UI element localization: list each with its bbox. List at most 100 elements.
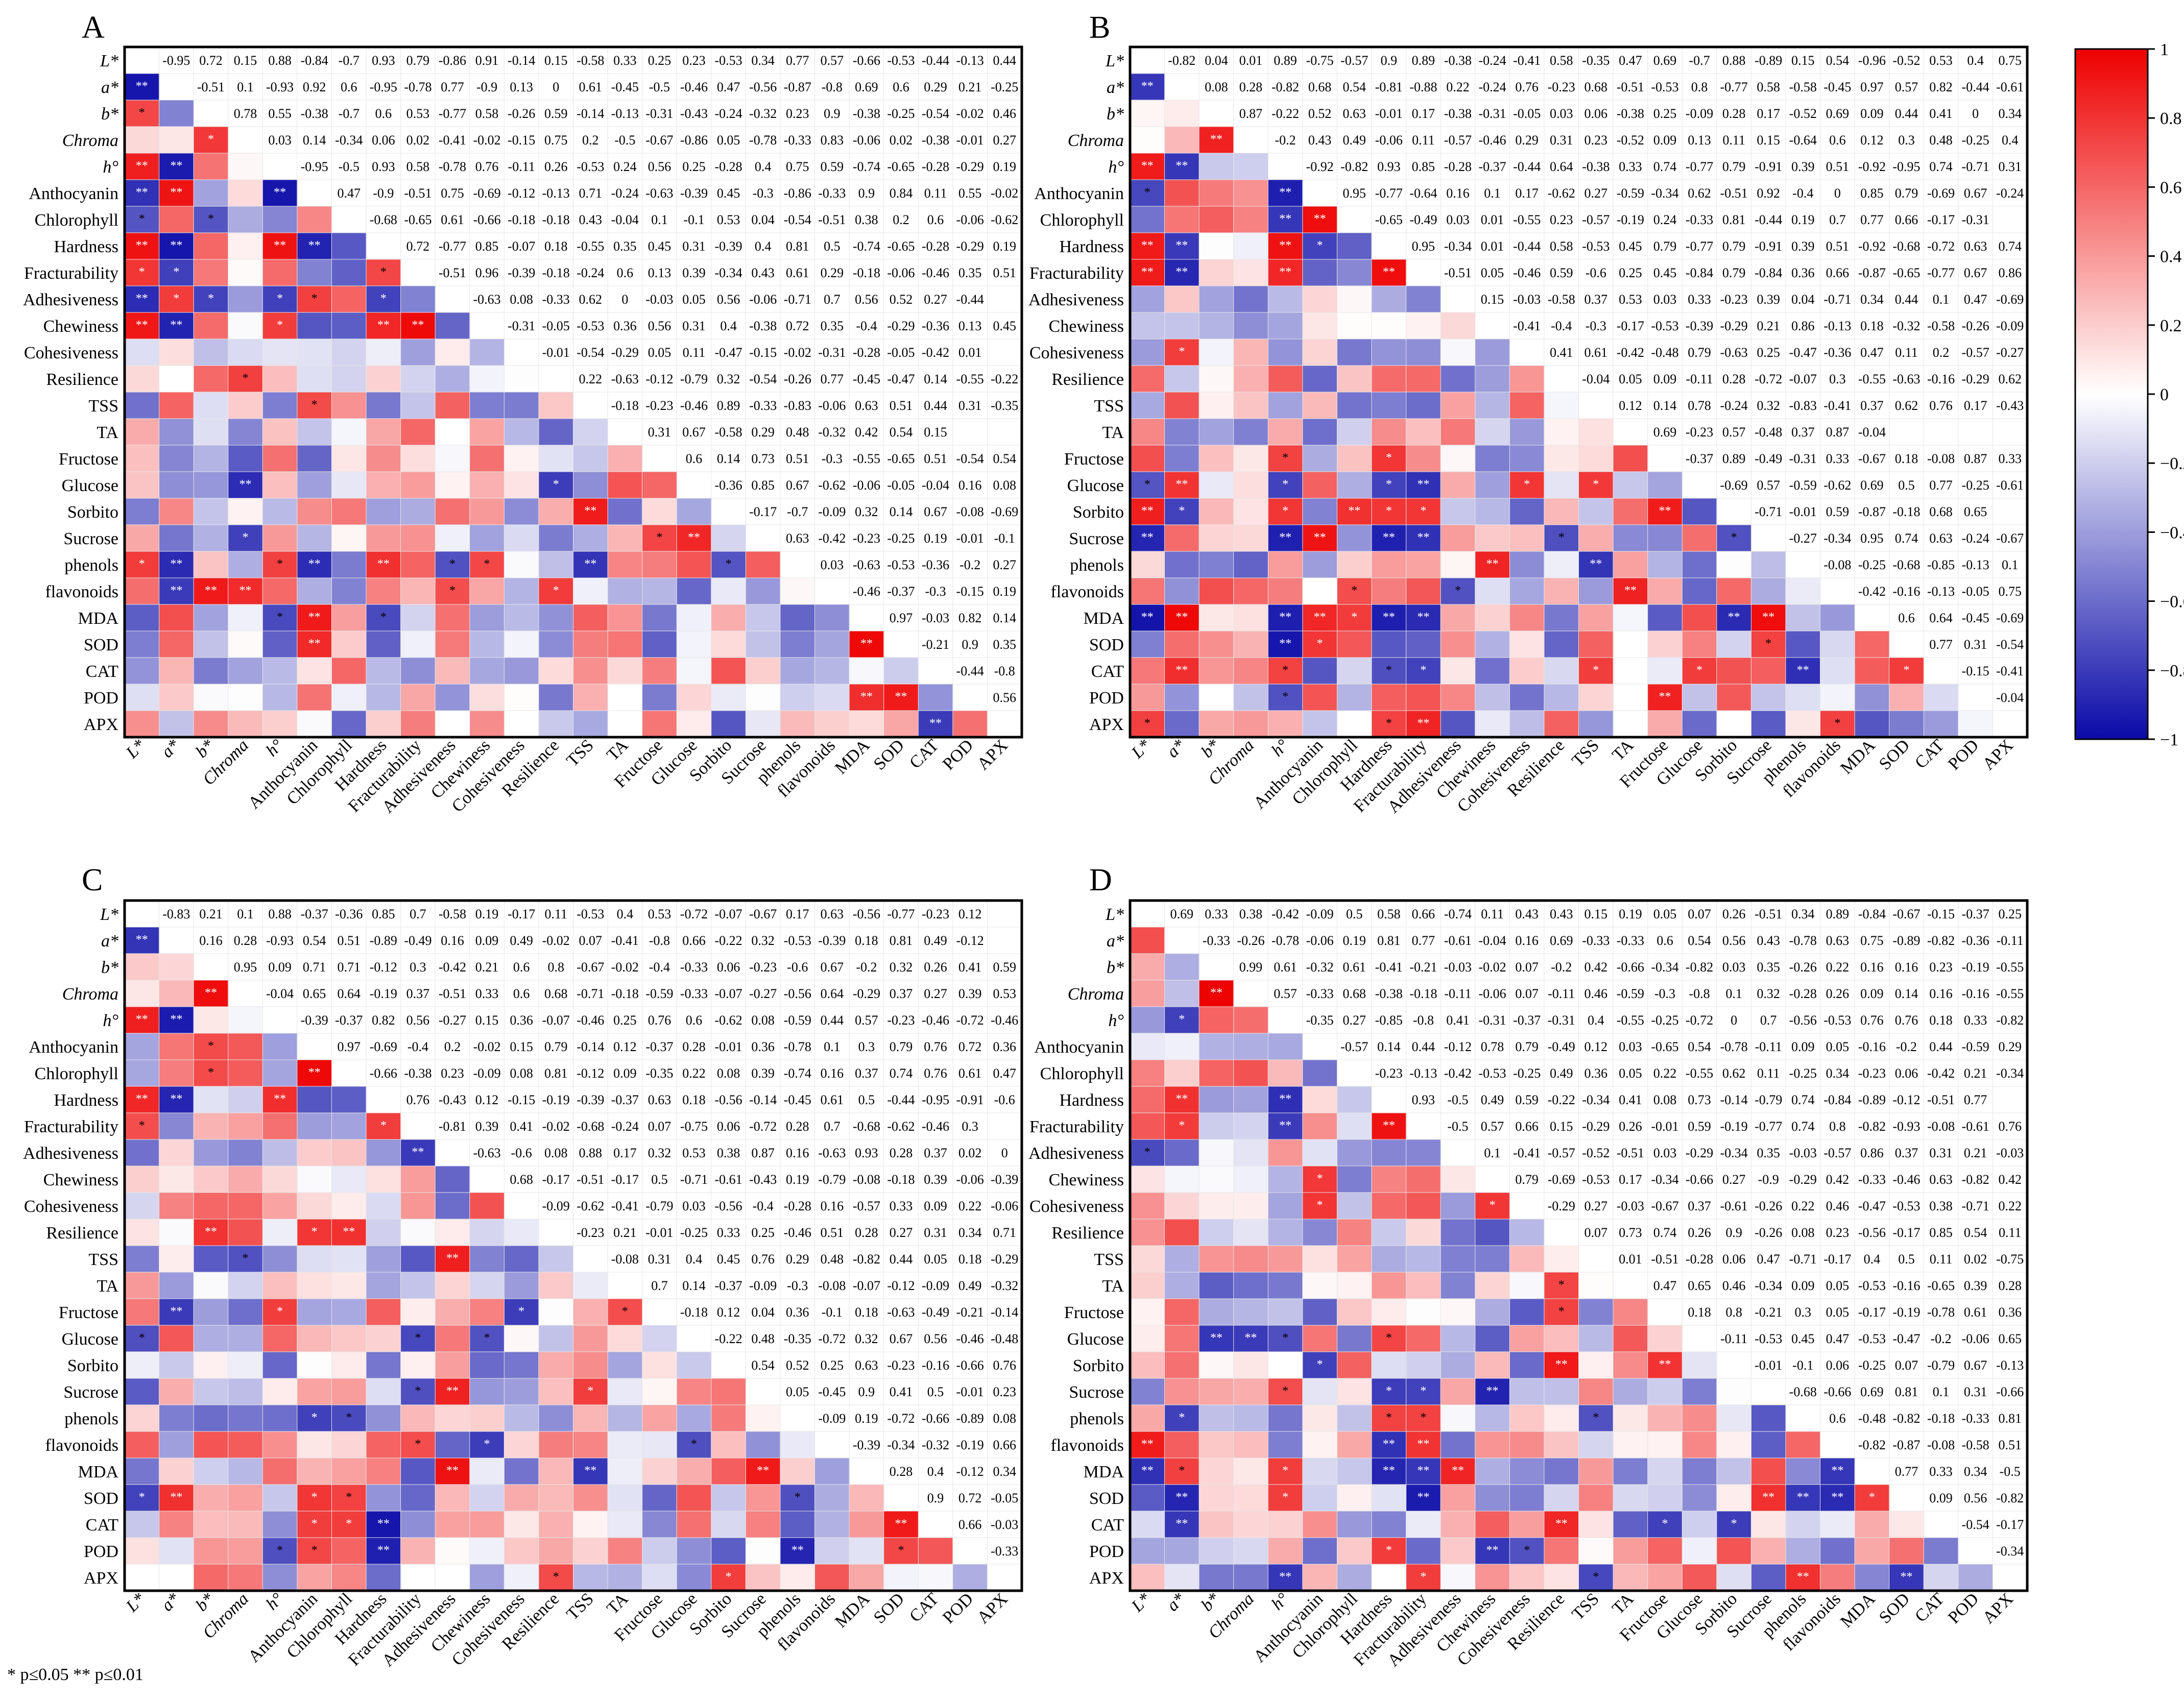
heat-cell bbox=[642, 1352, 677, 1379]
r-value-label: 0.43 bbox=[1757, 933, 1780, 948]
r-value-label: 0.18 bbox=[1860, 319, 1884, 333]
significance-mark: * bbox=[1144, 717, 1150, 730]
r-value-label: -0.57 bbox=[1340, 53, 1368, 68]
r-value-label: -0.24 bbox=[715, 106, 742, 121]
heat-cell bbox=[1233, 1431, 1268, 1458]
r-value-label: 0.67 bbox=[821, 960, 844, 975]
r-value-label: 0.88 bbox=[579, 1146, 603, 1160]
significance-mark: ** bbox=[1245, 1331, 1257, 1345]
heat-cell bbox=[469, 711, 505, 738]
r-value-label: -0.46 bbox=[1892, 1172, 1920, 1187]
heat-cell bbox=[1302, 1219, 1338, 1246]
heat-cell bbox=[1716, 1511, 1751, 1538]
heat-cell bbox=[262, 658, 298, 685]
heat-cell bbox=[1302, 1431, 1338, 1458]
r-value-label: -0.62 bbox=[715, 1013, 742, 1028]
r-value-label: -0.36 bbox=[1962, 933, 1989, 948]
heat-cell bbox=[1613, 1325, 1648, 1352]
heat-cell bbox=[642, 472, 677, 499]
heat-cell bbox=[1337, 233, 1372, 260]
heat-cell bbox=[1302, 1511, 1338, 1538]
heat-cell bbox=[1233, 1139, 1268, 1166]
heat-cell bbox=[1372, 339, 1407, 366]
row-label: a* bbox=[1107, 78, 1124, 97]
r-value-label: 0.61 bbox=[1343, 960, 1366, 975]
r-value-label: -0.48 bbox=[1651, 345, 1678, 360]
r-value-label: 0.31 bbox=[1550, 133, 1573, 148]
r-value-label: 0.31 bbox=[924, 1225, 947, 1240]
r-value-label: -0.32 bbox=[749, 106, 777, 121]
r-value-label: 0.21 bbox=[199, 907, 223, 921]
colorbar-tick-label: −1 bbox=[2160, 731, 2178, 749]
heat-cell bbox=[1716, 1458, 1751, 1485]
heat-cell bbox=[297, 1431, 332, 1458]
r-value-label: 0.01 bbox=[958, 345, 982, 360]
significance-mark: * bbox=[1317, 1172, 1323, 1185]
r-value-label: 0.07 bbox=[1895, 1358, 1918, 1373]
significance-mark: ** bbox=[1210, 986, 1222, 1000]
r-value-label: -0.42 bbox=[1927, 1066, 1955, 1081]
column-label: L* bbox=[1127, 736, 1154, 762]
r-value-label: 0.24 bbox=[613, 159, 637, 174]
r-value-label: -0.17 bbox=[1617, 319, 1644, 333]
heat-cell bbox=[677, 684, 712, 711]
heat-cell bbox=[400, 658, 436, 685]
heat-cell bbox=[538, 631, 574, 658]
r-value-label: -0.02 bbox=[473, 133, 500, 148]
heat-cell bbox=[435, 578, 470, 605]
heat-cell bbox=[159, 286, 194, 313]
significance-mark: * bbox=[1420, 1384, 1426, 1398]
heat-cell bbox=[1682, 551, 1717, 578]
r-value-label: 0.96 bbox=[475, 265, 499, 280]
heat-cell bbox=[1164, 1166, 1199, 1193]
heat-cell bbox=[608, 1299, 643, 1326]
r-value-label: -0.51 bbox=[439, 986, 466, 1001]
r-value-label: 0.03 bbox=[1653, 1146, 1677, 1160]
r-value-label: 0.42 bbox=[1826, 1172, 1850, 1187]
significance-mark: ** bbox=[239, 584, 252, 597]
heat-cell bbox=[1337, 1485, 1372, 1512]
r-value-label: 0.39 bbox=[1757, 292, 1780, 307]
r-value-label: 0.54 bbox=[1688, 933, 1711, 948]
heat-cell bbox=[194, 1007, 229, 1034]
r-value-label: 0.03 bbox=[1550, 106, 1573, 121]
heat-cell bbox=[504, 525, 539, 552]
r-value-label: -0.52 bbox=[1789, 106, 1817, 121]
r-value-label: 0.09 bbox=[268, 960, 292, 975]
heat-cell bbox=[504, 1485, 539, 1512]
panel-frame bbox=[1129, 45, 2029, 739]
significance-mark: ** bbox=[1383, 1464, 1395, 1477]
heat-cell bbox=[1509, 525, 1545, 552]
r-value-label: 0.44 bbox=[993, 53, 1016, 68]
r-value-label: -0.72 bbox=[1686, 1013, 1713, 1028]
heat-cell bbox=[262, 1485, 298, 1512]
heat-cell bbox=[366, 684, 401, 711]
heat-cell bbox=[1613, 1564, 1648, 1591]
heat-cell bbox=[1130, 1431, 1165, 1458]
r-value-label: -0.66 bbox=[1686, 1172, 1713, 1187]
heat-cell bbox=[538, 1246, 574, 1273]
heat-cell bbox=[1578, 1352, 1614, 1379]
r-value-label: -0.06 bbox=[887, 265, 915, 280]
heat-cell bbox=[1544, 1272, 1579, 1299]
r-value-label: -0.28 bbox=[1789, 986, 1817, 1001]
heat-cell bbox=[1509, 445, 1545, 472]
heat-cell bbox=[1302, 658, 1338, 685]
r-value-label: 0.52 bbox=[1308, 106, 1332, 121]
r-value-label: -0.03 bbox=[991, 1517, 1018, 1532]
heat-cell bbox=[1544, 1246, 1579, 1273]
heat-cell bbox=[1544, 525, 1579, 552]
heat-cell bbox=[469, 658, 505, 685]
significance-mark: * bbox=[208, 212, 214, 226]
r-value-label: 0.93 bbox=[1377, 159, 1401, 174]
heat-cell bbox=[1164, 1538, 1199, 1565]
heat-cell bbox=[1682, 1431, 1717, 1458]
heat-cell bbox=[1441, 1485, 1476, 1512]
heat-cell bbox=[331, 1405, 367, 1432]
heat-cell bbox=[194, 498, 229, 525]
significance-mark: * bbox=[311, 1225, 318, 1238]
heat-cell bbox=[366, 1458, 401, 1485]
heat-cell bbox=[1233, 1193, 1268, 1220]
heat-cell bbox=[538, 1272, 574, 1299]
heat-cell bbox=[159, 1139, 194, 1166]
